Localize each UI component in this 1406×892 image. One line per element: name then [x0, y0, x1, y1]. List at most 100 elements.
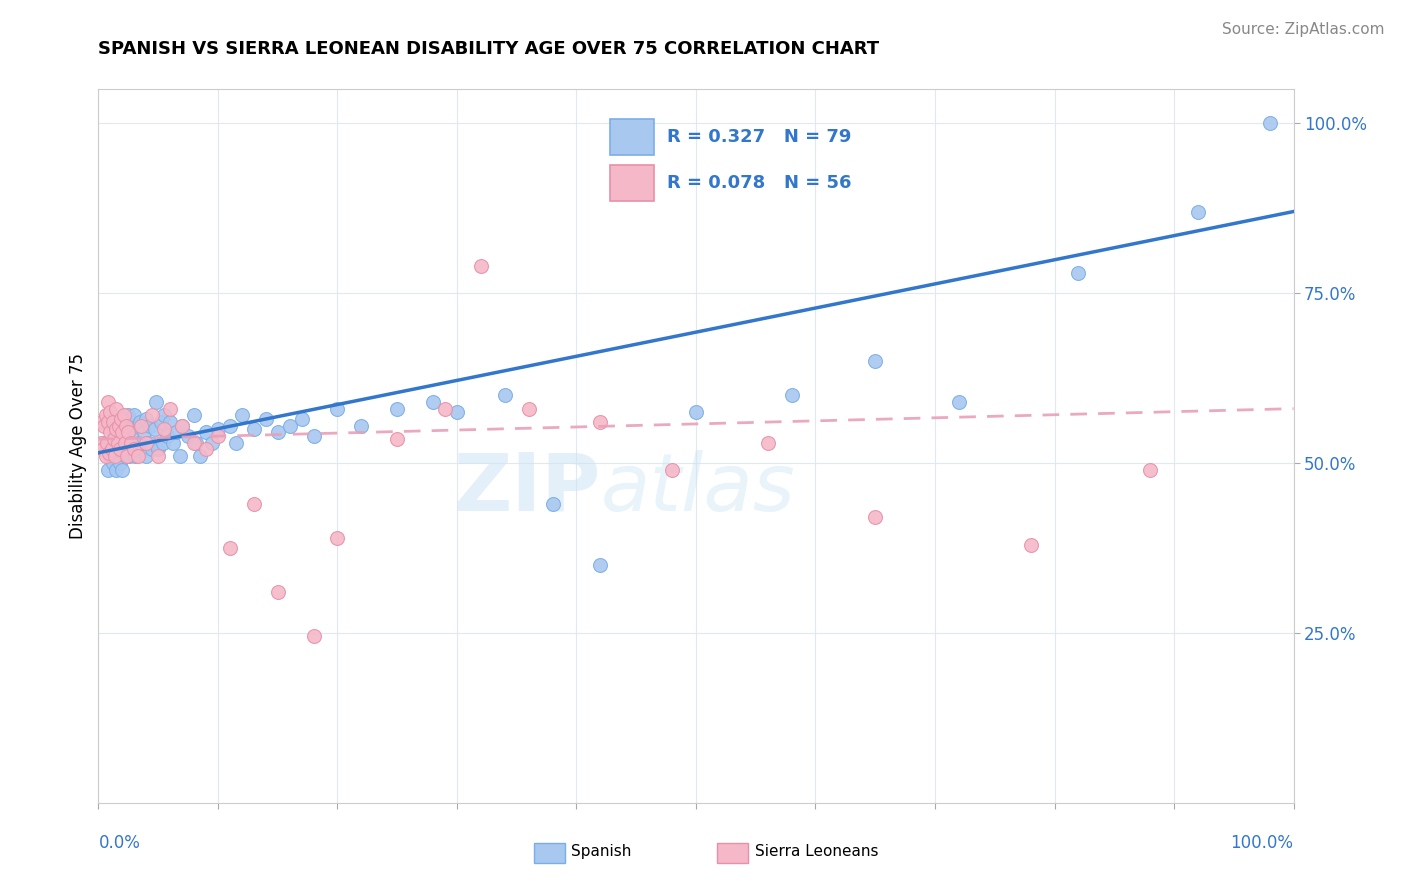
Point [124, 409, 146, 423]
Point [111, 418, 134, 433]
Point [172, 418, 194, 433]
Point [115, 418, 138, 433]
Point [97, 394, 120, 409]
Point [326, 401, 349, 416]
Point [97, 463, 120, 477]
Point [219, 418, 242, 433]
Point [470, 259, 492, 273]
Point [159, 401, 181, 416]
Point [661, 463, 683, 477]
Point [159, 415, 181, 429]
Point [1139, 463, 1161, 477]
Point [149, 415, 172, 429]
Point [165, 425, 187, 440]
Point [100, 442, 122, 457]
Point [385, 401, 409, 416]
Point [385, 432, 409, 446]
Point [231, 409, 253, 423]
Point [517, 401, 540, 416]
Point [107, 418, 129, 433]
Point [127, 449, 149, 463]
Point [127, 418, 149, 433]
Text: atlas: atlas [600, 450, 796, 528]
Point [541, 497, 564, 511]
Point [110, 435, 132, 450]
Point [138, 435, 160, 450]
Point [91, 442, 114, 457]
Point [98, 415, 122, 429]
Point [117, 409, 139, 423]
Point [1258, 116, 1281, 130]
Point [117, 442, 139, 457]
Point [153, 409, 176, 423]
Point [120, 422, 142, 436]
Point [350, 418, 373, 433]
Point [94, 449, 117, 463]
Point [302, 629, 325, 643]
Point [98, 425, 122, 440]
Point [145, 394, 167, 409]
Point [153, 422, 176, 436]
Point [124, 449, 146, 463]
Point [863, 354, 886, 368]
Point [115, 449, 138, 463]
Point [589, 558, 612, 572]
Point [108, 442, 131, 457]
Point [110, 412, 132, 426]
Point [148, 449, 170, 463]
Point [446, 405, 468, 419]
Text: Source: ZipAtlas.com: Source: ZipAtlas.com [1222, 22, 1385, 37]
Point [105, 463, 128, 477]
Point [115, 449, 138, 463]
Point [132, 425, 155, 440]
Point [101, 456, 124, 470]
Point [107, 415, 129, 429]
Point [254, 412, 277, 426]
Point [948, 394, 970, 409]
Point [104, 449, 127, 463]
Point [302, 429, 325, 443]
Point [108, 456, 131, 470]
Point [225, 435, 247, 450]
Y-axis label: Disability Age Over 75: Disability Age Over 75 [69, 353, 87, 539]
Point [589, 415, 612, 429]
Point [93, 435, 115, 450]
Point [101, 415, 124, 429]
Point [152, 435, 174, 450]
Point [207, 429, 229, 443]
Point [267, 425, 290, 440]
Point [143, 422, 166, 436]
Point [93, 418, 115, 433]
Point [112, 409, 135, 423]
Point [155, 429, 177, 443]
Text: 100.0%: 100.0% [1230, 834, 1294, 852]
Point [135, 435, 157, 450]
Point [780, 388, 803, 402]
Point [120, 435, 142, 450]
Point [105, 401, 128, 416]
Point [114, 435, 136, 450]
Point [183, 435, 205, 450]
Point [201, 435, 224, 450]
Text: ZIP: ZIP [453, 450, 600, 528]
Text: 0.0%: 0.0% [98, 834, 141, 852]
Point [121, 429, 143, 443]
Point [135, 449, 157, 463]
Point [1187, 204, 1209, 219]
Point [162, 435, 184, 450]
Point [422, 394, 444, 409]
Point [219, 541, 242, 555]
Point [107, 442, 129, 457]
Point [105, 429, 128, 443]
Point [290, 412, 312, 426]
Point [103, 432, 125, 446]
Point [169, 449, 191, 463]
Point [756, 435, 779, 450]
Point [103, 429, 125, 443]
Point [91, 415, 114, 429]
Point [117, 425, 139, 440]
Point [141, 442, 163, 457]
Point [207, 422, 229, 436]
Point [135, 412, 157, 426]
Point [90, 435, 112, 450]
